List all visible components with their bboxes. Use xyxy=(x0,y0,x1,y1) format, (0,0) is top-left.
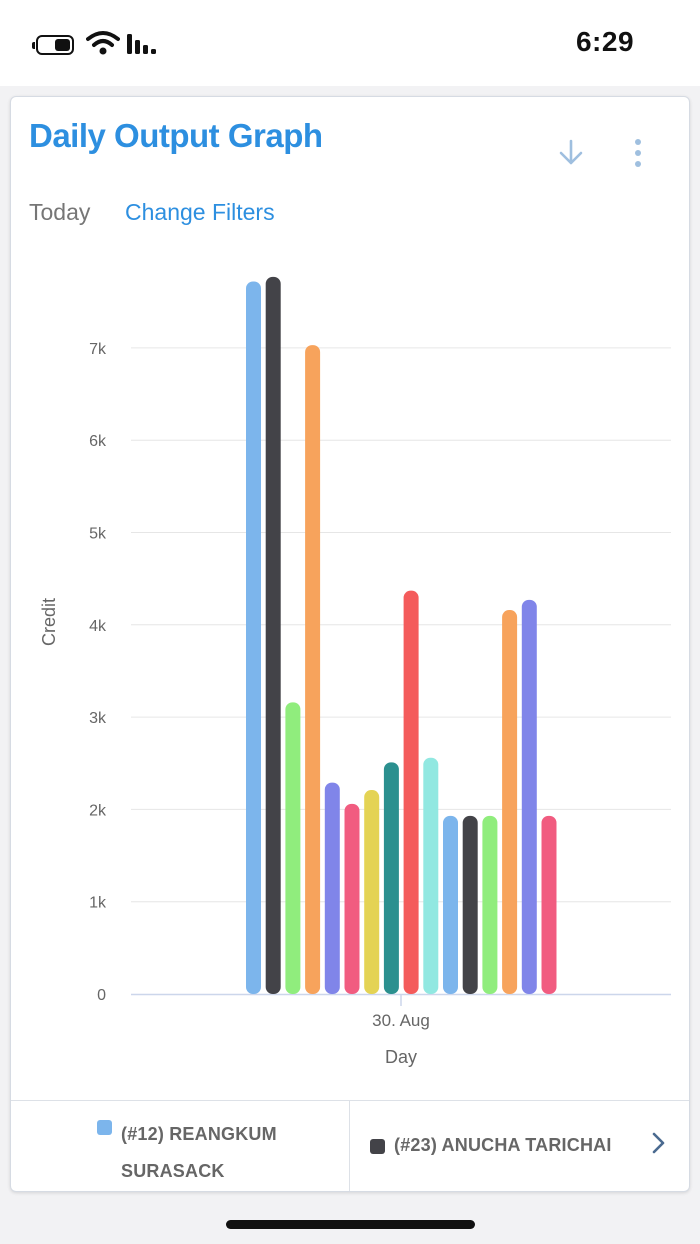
y-tick-label: 2k xyxy=(89,802,107,819)
wifi-icon xyxy=(86,31,120,55)
bar-series-5 xyxy=(324,782,340,994)
legend-label: (#12) REANGKUM SURASACK xyxy=(121,1124,277,1181)
daily-output-card: Daily Output Graph Today Change Filters … xyxy=(10,96,690,1192)
chevron-right-icon xyxy=(652,1132,665,1154)
bar-series-6 xyxy=(344,803,360,994)
bar-series-16 xyxy=(541,815,557,994)
bar-series-13 xyxy=(482,815,498,994)
cellular-signal-icon xyxy=(127,34,156,54)
download-arrow-icon xyxy=(559,139,583,165)
change-filters-link[interactable]: Change Filters xyxy=(125,199,275,225)
bar-series-4 xyxy=(305,345,321,994)
y-tick-label: 3k xyxy=(89,710,107,727)
card-title: Daily Output Graph xyxy=(29,117,323,154)
y-tick-label: 4k xyxy=(89,618,107,635)
legend-next-page-button[interactable] xyxy=(639,1123,679,1163)
home-indicator[interactable] xyxy=(226,1220,475,1229)
bar-series-1 xyxy=(246,281,261,995)
filter-period-label: Today xyxy=(29,199,91,225)
legend-item-series-2[interactable]: (#23) ANUCHA TARICHAI xyxy=(350,1101,630,1191)
status-time: 6:29 xyxy=(575,26,635,57)
bar-series-14 xyxy=(502,610,518,994)
bar-series-8 xyxy=(383,762,399,994)
legend-swatch xyxy=(97,1120,112,1135)
x-tick-label: 30. Aug xyxy=(372,1011,430,1030)
battery-icon xyxy=(32,35,74,55)
bar-chart: 0 1k 2k 3k 4k 5k 6k 7k 30. Aug Day Credit xyxy=(39,276,671,1067)
legend-swatch xyxy=(370,1139,385,1154)
legend-item-series-1[interactable]: (#12) REANGKUM SURASACK xyxy=(11,1101,350,1191)
bar-series-2 xyxy=(265,276,281,994)
status-bar: 6:29 xyxy=(0,0,700,86)
y-tick-label: 6k xyxy=(89,433,107,450)
y-tick-label: 1k xyxy=(89,895,107,912)
chart-legend: (#12) REANGKUM SURASACK (#23) ANUCHA TAR… xyxy=(11,1100,689,1191)
y-axis-title: Credit xyxy=(39,598,59,646)
bar-series-15 xyxy=(521,599,537,994)
y-tick-label: 7k xyxy=(89,341,107,358)
bar-series-3 xyxy=(285,702,301,994)
bar-series-9 xyxy=(403,590,419,994)
y-tick-label: 0 xyxy=(97,987,106,1004)
x-axis-title: Day xyxy=(385,1047,417,1067)
vertical-dots-icon xyxy=(635,139,641,167)
bar-series-10 xyxy=(423,757,439,994)
download-button[interactable] xyxy=(551,133,591,173)
bar-series-7 xyxy=(364,790,380,994)
bar-series-12 xyxy=(462,815,478,994)
bar-series-11 xyxy=(443,815,458,994)
more-options-button[interactable] xyxy=(623,133,653,173)
legend-label: (#23) ANUCHA TARICHAI xyxy=(394,1135,612,1155)
y-tick-label: 5k xyxy=(89,526,107,543)
